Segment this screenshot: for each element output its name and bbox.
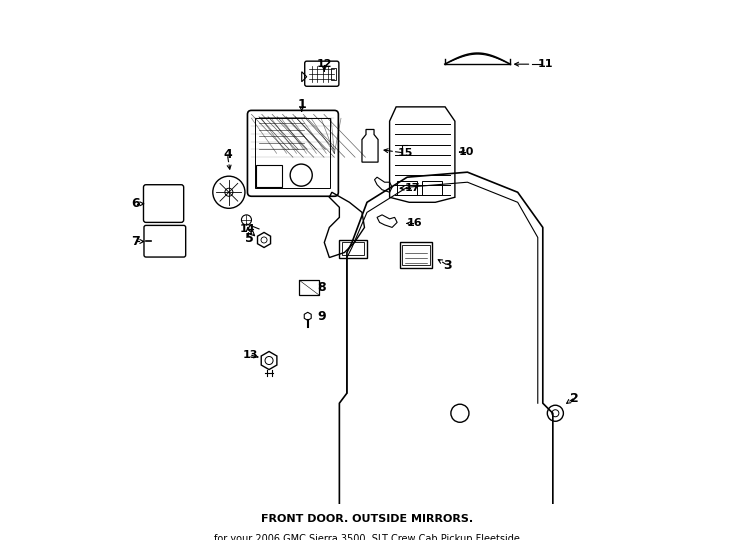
Bar (422, 181, 443, 195)
Circle shape (225, 188, 233, 196)
Text: 6: 6 (131, 197, 140, 210)
Bar (256, 165, 282, 187)
Text: 9: 9 (318, 310, 326, 323)
Bar (342, 242, 365, 255)
Bar (397, 181, 417, 195)
Text: 5: 5 (244, 232, 253, 245)
Bar (339, 240, 367, 258)
Text: FRONT DOOR. OUTSIDE MIRRORS.: FRONT DOOR. OUTSIDE MIRRORS. (261, 514, 473, 524)
Text: 2: 2 (570, 392, 578, 404)
Text: 15: 15 (398, 148, 413, 158)
Text: 13: 13 (243, 350, 258, 360)
Text: 1: 1 (297, 98, 306, 111)
Text: 14: 14 (239, 224, 255, 234)
Text: for your 2006 GMC Sierra 3500  SLT Crew Cab Pickup Fleetside: for your 2006 GMC Sierra 3500 SLT Crew C… (214, 534, 520, 540)
Text: 3: 3 (443, 259, 451, 272)
Text: 4: 4 (223, 148, 232, 161)
Text: 11: 11 (537, 59, 553, 69)
Bar (255, 118, 330, 188)
Text: 16: 16 (407, 218, 423, 228)
Text: 7: 7 (131, 235, 140, 248)
Bar (402, 245, 430, 265)
Text: 10: 10 (459, 147, 474, 157)
Text: 12: 12 (316, 59, 332, 69)
Text: 8: 8 (318, 281, 326, 294)
Bar (399, 242, 432, 268)
Text: 17: 17 (404, 183, 420, 193)
Bar (331, 68, 336, 80)
Bar (299, 280, 319, 295)
